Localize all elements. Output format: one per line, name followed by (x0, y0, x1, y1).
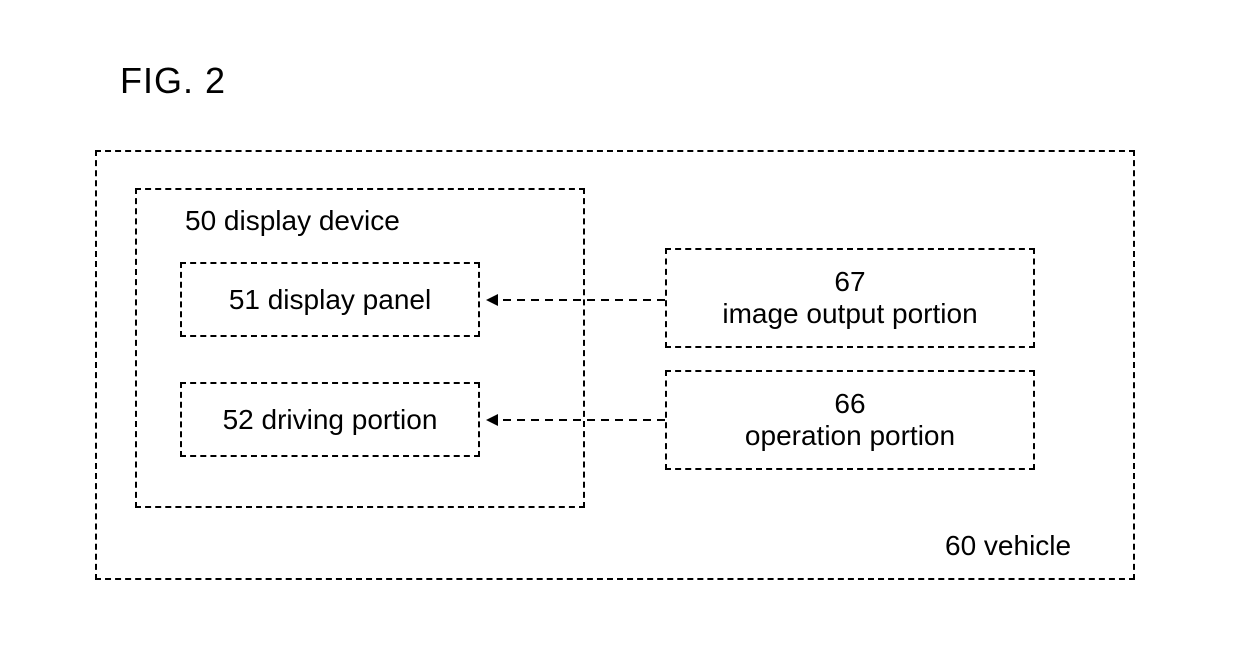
display-device-label: 50 display device (185, 205, 400, 237)
operation-portion-label: operation portion (745, 420, 955, 452)
vehicle-label: 60 vehicle (945, 530, 1071, 562)
figure-title: FIG. 2 (120, 60, 226, 102)
operation-portion-box: 66 operation portion (665, 370, 1035, 470)
display-panel-box: 51 display panel (180, 262, 480, 337)
driving-portion-box: 52 driving portion (180, 382, 480, 457)
display-panel-label: 51 display panel (229, 284, 431, 316)
image-output-label: image output portion (722, 298, 977, 330)
driving-portion-label: 52 driving portion (223, 404, 438, 436)
operation-portion-id: 66 (834, 388, 865, 420)
image-output-portion-box: 67 image output portion (665, 248, 1035, 348)
image-output-id: 67 (834, 266, 865, 298)
